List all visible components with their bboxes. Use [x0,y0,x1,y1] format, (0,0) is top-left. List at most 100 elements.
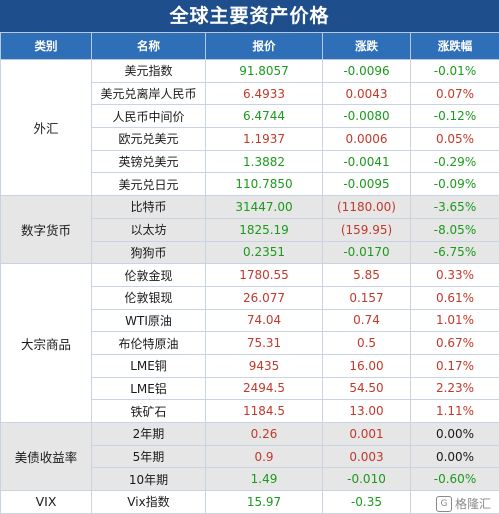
price: 31447.00 [205,195,323,219]
change-pct: 0.05% [410,127,499,151]
price: 1.3882 [205,149,323,174]
table-row: 狗狗币 0.2351 -0.0170 -6.75% [1,240,499,265]
asset-name: 美元指数 [91,59,206,83]
price: 75.31 [205,331,323,355]
table-row: 美债收益率 2年期 0.26 0.001 0.00% [0,421,499,492]
change: 0.0043 [322,81,411,106]
price: 2494.5 [205,376,323,401]
change: (159.95) [322,217,411,242]
header-price: 报价 [205,32,323,60]
change-pct: -0.09% [410,172,499,197]
table-row: 以太坊 1825.19 (159.95) -8.05% [1,217,499,242]
table-row: 铁矿石 1184.5 13.00 1.11% [1,399,499,423]
change: -0.35 [322,490,411,514]
category-ust-yield: 美债收益率 [0,421,92,492]
price: 0.2351 [205,240,323,265]
asset-name: 伦敦银现 [91,285,206,310]
change: 0.157 [322,285,411,310]
change: 16.00 [322,353,411,378]
change-pct: 0.67% [410,331,499,355]
asset-name: 美元兑日元 [91,172,206,197]
price: 0.26 [205,422,323,446]
change: -0.0096 [322,59,411,83]
asset-name: LME铝 [91,376,206,401]
price: 1184.5 [205,399,323,423]
asset-name: 狗狗币 [91,240,206,265]
change: -0.0095 [322,172,411,197]
change: -0.0170 [322,240,411,265]
category-crypto: 数字货币 [0,195,92,265]
asset-name: WTI原油 [91,308,206,333]
header-change: 涨跌 [322,32,411,60]
change: (1180.00) [322,195,411,219]
table-row: 大宗商品 伦敦金现 1780.55 5.85 0.33% [0,263,499,423]
watermark-text: 格隆汇 [454,497,491,511]
table-title: 全球主要资产价格 [0,0,499,32]
price: 9435 [205,353,323,378]
table-row: 美元兑离岸人民币 6.4933 0.0043 0.07% [1,81,499,106]
table-row: VIX Vix指数 15.97 -0.35 [0,490,499,514]
asset-name: 欧元兑美元 [91,127,206,151]
asset-name: 美元兑离岸人民币 [91,81,206,106]
asset-name: 以太坊 [91,217,206,242]
change: 5.85 [322,263,411,287]
asset-name: 比特币 [91,195,206,219]
asset-name: 2年期 [91,422,206,446]
change-pct: -0.12% [410,104,499,129]
table-row: LME铝 2494.5 54.50 2.23% [1,376,499,401]
change: -0.0041 [322,149,411,174]
price: 110.7850 [205,172,323,197]
table-row: 10年期 1.49 -0.010 -0.60% [1,467,499,492]
price: 91.8057 [205,59,323,83]
change: 0.0006 [322,127,411,151]
change-pct: 1.11% [410,399,499,423]
change-pct: 0.00% [410,422,499,446]
asset-name: 伦敦金现 [91,263,206,287]
change: 13.00 [322,399,411,423]
price: 74.04 [205,308,323,333]
change-pct: 0.00% [410,444,499,469]
asset-name: 人民币中间价 [91,104,206,129]
change: 0.5 [322,331,411,355]
category-fx: 外汇 [0,58,92,197]
change: 0.74 [322,308,411,333]
change: 0.003 [322,444,411,469]
price: 1780.55 [205,263,323,287]
table-row: 伦敦银现 26.077 0.157 0.61% [1,285,499,310]
change-pct: 0.61% [410,285,499,310]
table-row: 英镑兑美元 1.3882 -0.0041 -0.29% [1,149,499,174]
table-row: 外汇 美元指数 91.8057 -0.0096 -0.01% [0,58,499,197]
price: 6.4933 [205,81,323,106]
change-pct: 0.33% [410,263,499,287]
table-row: 人民币中间价 6.4744 -0.0080 -0.12% [1,104,499,129]
category-commodities: 大宗商品 [0,263,92,423]
category-vix: VIX [0,490,92,514]
change-pct: -8.05% [410,217,499,242]
header-category: 类别 [0,32,92,60]
change-pct: 1.01% [410,308,499,333]
change-pct: 0.17% [410,353,499,378]
asset-table: 类别 名称 报价 涨跌 涨跌幅 外汇 美元指数 91.8057 -0.0096 … [0,32,499,514]
header-row: 类别 名称 报价 涨跌 涨跌幅 [0,32,499,60]
price: 26.077 [205,285,323,310]
table-row: 欧元兑美元 1.1937 0.0006 0.05% [1,127,499,151]
change-pct: 2.23% [410,376,499,401]
change-pct: -3.65% [410,195,499,219]
price: 0.9 [205,444,323,469]
change: -0.010 [322,467,411,492]
asset-name: Vix指数 [91,490,206,514]
watermark: G 格隆汇 [435,495,491,512]
price: 1.1937 [205,127,323,151]
change-pct: -0.60% [410,467,499,492]
table-row: 美元兑日元 110.7850 -0.0095 -0.09% [1,172,499,197]
table-row: 5年期 0.9 0.003 0.00% [1,444,499,469]
change: 54.50 [322,376,411,401]
watermark-logo-icon: G [435,495,452,512]
asset-name: LME铜 [91,353,206,378]
asset-name: 铁矿石 [91,399,206,423]
asset-name: 英镑兑美元 [91,149,206,174]
change-pct: 0.07% [410,81,499,106]
change: 0.001 [322,422,411,446]
change-pct: -0.29% [410,149,499,174]
